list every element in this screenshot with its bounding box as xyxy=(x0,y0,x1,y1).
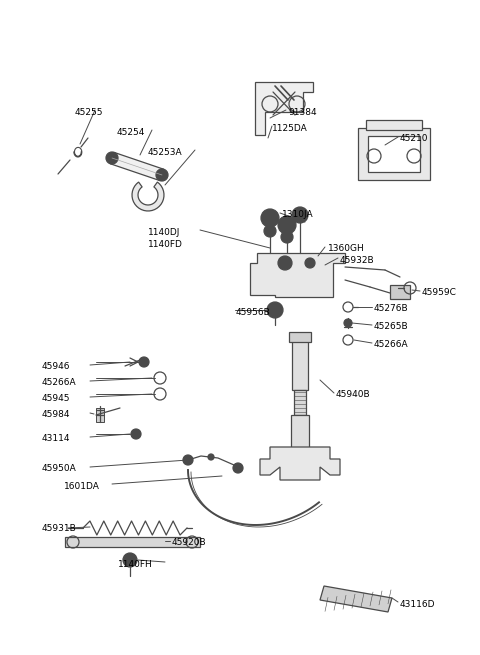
Bar xyxy=(366,120,422,130)
Text: 43114: 43114 xyxy=(42,434,71,443)
Polygon shape xyxy=(250,253,345,297)
Circle shape xyxy=(278,216,296,234)
Text: 45946: 45946 xyxy=(42,362,71,371)
Circle shape xyxy=(292,207,308,223)
Text: 45276B: 45276B xyxy=(374,304,408,313)
Text: 45255: 45255 xyxy=(75,108,104,117)
Circle shape xyxy=(281,231,293,243)
Text: 45959C: 45959C xyxy=(422,288,457,297)
Text: 45266A: 45266A xyxy=(42,378,77,387)
Circle shape xyxy=(123,553,137,567)
Circle shape xyxy=(278,256,292,270)
Polygon shape xyxy=(260,447,340,480)
Polygon shape xyxy=(132,182,164,211)
Text: 1601DA: 1601DA xyxy=(64,482,100,491)
Text: 45266A: 45266A xyxy=(374,340,408,349)
Text: 45931B: 45931B xyxy=(42,524,77,533)
Bar xyxy=(291,415,309,455)
Text: 45210: 45210 xyxy=(400,134,429,143)
Text: 1140FH: 1140FH xyxy=(118,560,153,569)
Text: 45253A: 45253A xyxy=(148,148,182,157)
Circle shape xyxy=(233,463,243,473)
Text: 45265B: 45265B xyxy=(374,322,408,331)
Polygon shape xyxy=(320,586,392,612)
Text: 1140DJ: 1140DJ xyxy=(148,228,180,237)
Bar xyxy=(390,285,410,299)
Circle shape xyxy=(267,302,283,318)
Circle shape xyxy=(131,429,141,439)
Bar xyxy=(96,408,104,422)
Text: 1360GH: 1360GH xyxy=(328,244,365,253)
Circle shape xyxy=(139,357,149,367)
Text: 45940B: 45940B xyxy=(336,390,371,399)
Bar xyxy=(294,390,306,415)
Polygon shape xyxy=(255,82,313,135)
Circle shape xyxy=(183,455,193,465)
Circle shape xyxy=(264,225,276,237)
Text: 45956B: 45956B xyxy=(236,308,271,317)
Circle shape xyxy=(305,258,315,268)
Circle shape xyxy=(106,152,118,164)
Circle shape xyxy=(344,319,352,327)
Bar xyxy=(289,332,311,342)
Text: 91384: 91384 xyxy=(288,108,317,117)
Text: 45984: 45984 xyxy=(42,410,71,419)
Bar xyxy=(358,128,430,180)
Text: 45932B: 45932B xyxy=(340,256,374,265)
Bar xyxy=(368,136,420,172)
Text: 1125DA: 1125DA xyxy=(272,124,308,133)
Text: 45945: 45945 xyxy=(42,394,71,403)
Text: 45920B: 45920B xyxy=(172,538,206,547)
Circle shape xyxy=(156,169,168,181)
Polygon shape xyxy=(110,153,164,181)
Text: 1310JA: 1310JA xyxy=(282,210,313,219)
Text: 43116D: 43116D xyxy=(400,600,435,609)
Text: 1140FD: 1140FD xyxy=(148,240,183,249)
Circle shape xyxy=(208,454,214,460)
Text: 45254: 45254 xyxy=(117,128,145,137)
Bar xyxy=(292,340,308,390)
Circle shape xyxy=(261,209,279,227)
Bar xyxy=(65,537,200,547)
Text: 45950A: 45950A xyxy=(42,464,77,473)
